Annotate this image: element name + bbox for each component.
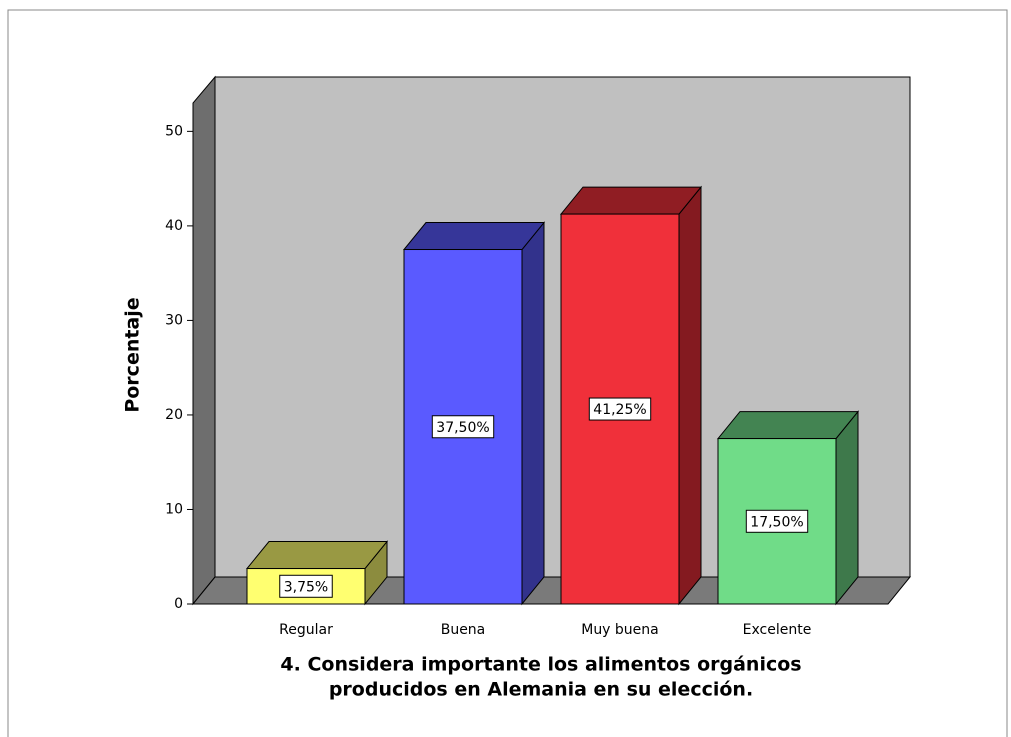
bar-top — [559, 186, 703, 215]
value-label: 3,75% — [284, 579, 328, 595]
bar-side — [835, 410, 859, 606]
value-label-box — [431, 415, 495, 439]
x-tick-label: Muy buena — [581, 622, 659, 638]
value-label-box — [588, 397, 652, 421]
value-label: 37,50% — [436, 420, 489, 436]
value-label-box — [745, 509, 809, 533]
x-tick-label: Regular — [279, 622, 333, 638]
bar-side — [521, 221, 545, 606]
bar-side — [678, 185, 702, 606]
y-axis-label: Porcentaje — [122, 297, 144, 412]
x-axis-label: 4. Considera importante los alimentos or… — [280, 654, 801, 676]
bar-top — [245, 541, 389, 570]
bar-top — [716, 411, 860, 440]
y-tick-label: 40 — [165, 218, 183, 234]
value-label: 41,25% — [593, 402, 646, 418]
value-label-box — [279, 574, 333, 598]
left-wall — [192, 75, 216, 606]
x-axis-label: producidos en Alemania en su elección. — [329, 679, 753, 701]
y-tick-label: 30 — [165, 312, 183, 328]
y-tick-label: 10 — [165, 501, 183, 517]
y-tick-label: 20 — [165, 407, 183, 423]
y-tick-label: 50 — [165, 123, 183, 139]
x-tick-label: Buena — [441, 622, 486, 638]
x-tick-label: Excelente — [743, 622, 812, 638]
y-tick-label: 0 — [174, 596, 183, 612]
value-label: 17,50% — [750, 514, 803, 530]
bar-top — [402, 222, 546, 251]
